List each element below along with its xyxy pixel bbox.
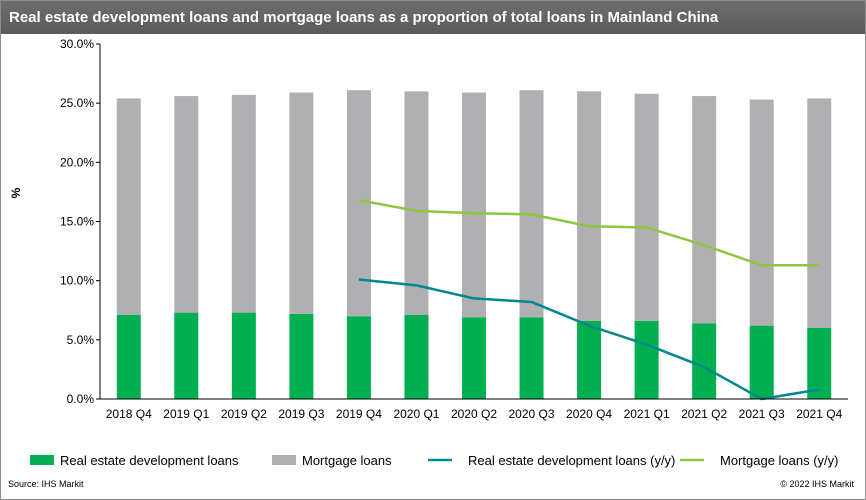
x-tick-label: 2019 Q3 [278, 407, 324, 421]
bar-development-loans [634, 320, 659, 399]
legend-label: Real estate development loans [60, 453, 239, 468]
y-axis-label: % [9, 187, 23, 198]
legend-label: Mortgage loans (y/y) [720, 453, 839, 468]
y-tick-label: 5.0% [67, 333, 95, 347]
legend-label: Real estate development loans (y/y) [468, 453, 675, 468]
x-tick-label: 2021 Q1 [624, 407, 670, 421]
legend-swatch [30, 455, 54, 465]
bar-mortgage-loans [116, 98, 141, 315]
x-tick-label: 2021 Q2 [681, 407, 727, 421]
bar-development-loans [577, 320, 602, 399]
lines-layer [358, 198, 820, 401]
x-tick-label: 2021 Q4 [796, 407, 842, 421]
chart-title: Real estate development loans and mortga… [1, 1, 865, 34]
bar-development-loans [692, 323, 717, 399]
x-tick-label: 2020 Q4 [566, 407, 612, 421]
axes-layer: 0.0% 5.0% 10.0% 15.0% 20.0% 25.0% 30.0% 2018 Q4… [60, 37, 848, 421]
bar-development-loans [346, 316, 371, 399]
x-tick-label: 2019 Q2 [221, 407, 267, 421]
line-mortgage-loans-yy [358, 198, 820, 267]
x-tick-label: 2020 Q2 [451, 407, 497, 421]
bar-mortgage-loans [404, 91, 429, 315]
y-tick-label: 10.0% [60, 274, 94, 288]
copyright-note: © 2022 IHS Markit [780, 479, 854, 489]
legend: Real estate development loans Mortgage lo… [30, 453, 839, 468]
bar-development-loans [116, 314, 141, 399]
legend-swatch [272, 455, 296, 465]
bar-mortgage-loans [807, 98, 832, 328]
bar-development-loans [289, 313, 314, 399]
bar-development-loans [404, 314, 429, 399]
y-tick-label: 30.0% [60, 37, 94, 51]
bar-mortgage-loans [749, 99, 774, 326]
bar-mortgage-loans [692, 96, 717, 324]
y-tick-label: 20.0% [60, 155, 94, 169]
y-tick-label: 25.0% [60, 96, 94, 110]
bar-mortgage-loans [174, 96, 199, 313]
source-note: Source: IHS Markit [8, 479, 84, 489]
bar-development-loans [807, 328, 832, 399]
bar-mortgage-loans [346, 90, 371, 317]
bar-mortgage-loans [634, 93, 659, 321]
y-tick-label: 0.0% [67, 392, 95, 406]
bar-mortgage-loans [462, 92, 486, 318]
bar-development-loans [174, 312, 199, 399]
bar-mortgage-loans [519, 90, 544, 318]
legend-label: Mortgage loans [302, 453, 392, 468]
bar-development-loans [231, 312, 256, 399]
x-tick-label: 2020 Q1 [393, 407, 439, 421]
x-tick-label: 2018 Q4 [106, 407, 152, 421]
line-development-loans-yy [358, 278, 820, 401]
bar-mortgage-loans [231, 94, 256, 313]
bars-layer [116, 90, 832, 399]
bar-development-loans [749, 325, 774, 399]
x-tick-label: 2020 Q3 [509, 407, 555, 421]
bar-mortgage-loans [289, 92, 314, 314]
y-tick-label: 15.0% [60, 215, 94, 229]
x-tick-label: 2019 Q1 [163, 407, 209, 421]
bar-development-loans [462, 317, 486, 399]
x-tick-label: 2019 Q4 [336, 407, 382, 421]
x-tick-label: 2021 Q3 [739, 407, 785, 421]
bar-development-loans [519, 317, 544, 399]
bar-mortgage-loans [577, 91, 602, 321]
